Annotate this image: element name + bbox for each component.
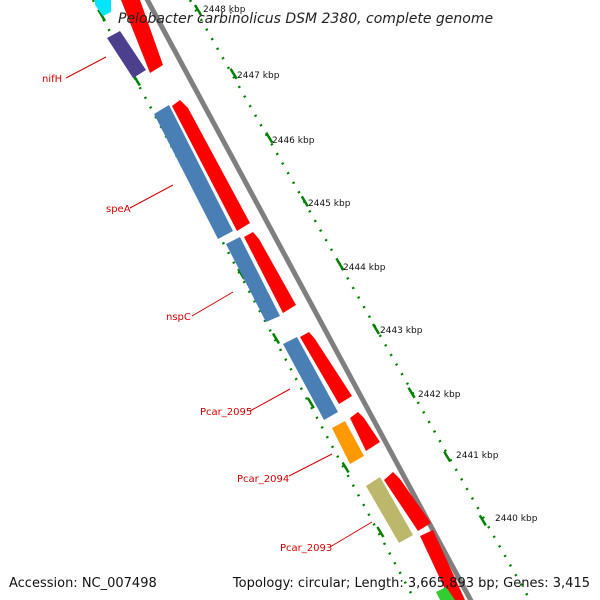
ruler-tick [371, 323, 381, 335]
ruler-tick [265, 131, 274, 144]
forward-gene-7 [420, 530, 465, 600]
ruler-tick [336, 259, 345, 271]
tick-labels: 2448 kbp 2447 kbp 2446 kbp 2445 kbp 2444… [203, 5, 538, 524]
tick-label: 2444 kbp [343, 263, 386, 273]
pcar-2095-leader [249, 388, 291, 412]
inner-tick [306, 397, 315, 409]
cyan-gene [95, 0, 111, 16]
accession-text: Accession: NC_007498 [9, 576, 157, 591]
tick-label: 2447 kbp [237, 71, 280, 81]
tick-label: 2445 kbp [308, 199, 351, 209]
ruler-tick [407, 387, 416, 399]
inner-tick [271, 332, 281, 345]
gene-label-nifh: nifH [42, 74, 62, 85]
spea-leader [129, 184, 174, 209]
pcar-2095-gene [283, 337, 338, 420]
ruler-tick [193, 4, 203, 16]
nspc-gene [226, 237, 280, 322]
tick-label: 2448 kbp [203, 5, 246, 15]
ruler-ticks [193, 4, 487, 527]
inner-ticks [97, 10, 385, 538]
forward-gene-5 [350, 412, 380, 451]
pcar-2094-gene [332, 421, 364, 464]
gene-label-pcar-2094: Pcar_2094 [237, 474, 289, 485]
gene-label-spea: speA [106, 204, 131, 215]
forward-gene-3 [244, 232, 296, 313]
genome-backbone [144, 0, 474, 600]
forward-gene-2 [172, 100, 250, 231]
map-title: Pelobacter carbinolicus DSM 2380, comple… [118, 11, 493, 27]
inner-tick [341, 461, 350, 474]
tick-label: 2446 kbp [272, 136, 315, 146]
ruler-tick [478, 514, 487, 527]
forward-gene-1 [121, 0, 163, 73]
inner-tick [376, 526, 385, 538]
pcar-2093-gene [366, 477, 413, 543]
forward-gene-4 [300, 332, 352, 404]
ruler-tick [443, 450, 452, 463]
pcar-2093-leader [329, 521, 373, 548]
tick-label: 2440 kbp [495, 514, 538, 524]
inner-tick [132, 74, 141, 87]
nifh-gene [107, 31, 146, 78]
pcar-2094-leader [288, 453, 333, 477]
forward-gene-6 [384, 472, 431, 531]
green-gene [436, 587, 455, 600]
outer-tick-track [188, 0, 532, 600]
gene-label-pcar-2095: Pcar_2095 [200, 407, 252, 418]
tick-label: 2443 kbp [380, 326, 423, 336]
nifh-leader [65, 56, 107, 79]
topology-text: Topology: circular; Length: 3,665,893 bp… [232, 576, 590, 591]
gene-label-nspc: nspC [166, 312, 191, 323]
tick-label: 2442 kbp [418, 390, 461, 400]
spea-gene [154, 105, 233, 239]
tick-label: 2441 kbp [456, 451, 499, 461]
ruler-tick [300, 195, 309, 208]
inner-tick [97, 10, 107, 22]
gene-label-pcar-2093: Pcar_2093 [280, 543, 332, 554]
nspc-leader [191, 291, 234, 317]
ruler-tick [229, 68, 238, 80]
